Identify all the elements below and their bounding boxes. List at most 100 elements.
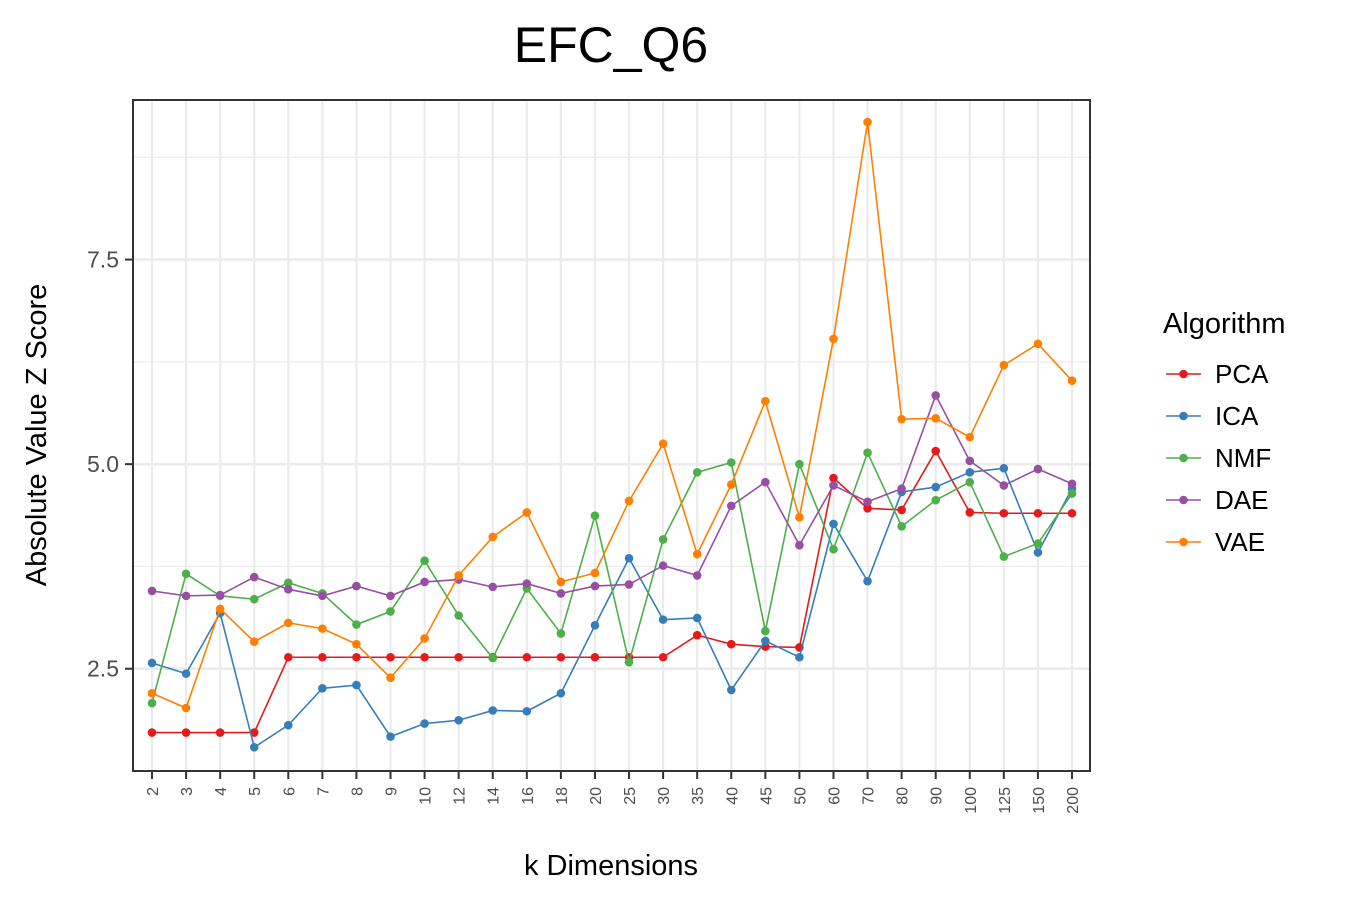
legend-label: DAE xyxy=(1215,485,1268,515)
data-point-dae xyxy=(1033,464,1043,474)
legend-marker xyxy=(1179,537,1188,547)
data-point-ica xyxy=(147,658,157,668)
data-point-nmf xyxy=(692,468,702,477)
data-point-vae xyxy=(318,624,327,633)
data-point-vae xyxy=(965,432,975,442)
x-axis-title: k Dimensions xyxy=(524,850,698,882)
data-point-dae xyxy=(147,586,157,596)
x-tick-label: 90 xyxy=(929,787,946,805)
data-point-ica xyxy=(590,621,600,630)
data-point-vae xyxy=(1067,376,1077,385)
data-point-dae xyxy=(965,456,975,466)
data-point-pca xyxy=(726,639,736,649)
x-tick-label: 35 xyxy=(690,787,707,805)
x-tick-label: 45 xyxy=(758,787,775,805)
data-point-pca xyxy=(897,505,906,515)
series-line-nmf xyxy=(151,450,1073,704)
data-point-dae xyxy=(181,591,191,601)
data-point-dae xyxy=(624,580,634,589)
data-point-vae xyxy=(386,673,395,683)
data-point-vae xyxy=(795,513,804,522)
legend-item-vae: VAE xyxy=(1166,527,1265,557)
x-tick-label: 16 xyxy=(520,787,537,805)
data-point-vae xyxy=(352,639,361,649)
data-point-pca xyxy=(147,728,157,737)
data-point-vae xyxy=(488,532,498,542)
legend-marker xyxy=(1179,369,1188,379)
data-point-nmf xyxy=(386,607,395,616)
legend-label: NMF xyxy=(1215,443,1271,473)
data-point-ica xyxy=(863,576,872,586)
series-line-dae xyxy=(151,393,1073,597)
series-line-pca xyxy=(152,449,1072,734)
data-point-pca xyxy=(1033,508,1043,518)
data-point-nmf xyxy=(829,544,838,554)
data-point-vae xyxy=(829,334,838,344)
data-point-nmf xyxy=(181,569,191,579)
data-point-dae xyxy=(556,589,566,598)
data-point-dae xyxy=(488,582,498,592)
grid-lines xyxy=(133,100,1090,772)
data-point-vae xyxy=(181,703,191,713)
data-point-ica xyxy=(556,688,566,698)
data-point-nmf xyxy=(658,535,668,544)
legend-item-pca: PCA xyxy=(1166,359,1269,389)
x-tick-label: 3 xyxy=(179,787,196,796)
data-point-vae xyxy=(420,634,429,643)
data-point-nmf xyxy=(863,448,872,457)
data-point-vae xyxy=(624,496,634,506)
data-point-dae xyxy=(658,561,668,570)
data-point-ica xyxy=(658,615,668,624)
legend: Algorithm PCA ICA NMF DAE VAE xyxy=(1163,308,1286,557)
legend-label: VAE xyxy=(1215,527,1265,557)
data-point-nmf xyxy=(420,556,429,565)
data-point-pca xyxy=(1067,508,1077,518)
chart-title: EFC_Q6 xyxy=(514,17,709,73)
data-point-vae xyxy=(863,117,872,127)
data-point-pca xyxy=(999,508,1009,518)
legend-item-dae: DAE xyxy=(1166,485,1268,515)
y-tick-label: 2.5 xyxy=(87,656,119,682)
series-dae xyxy=(147,391,1077,601)
data-point-pca xyxy=(283,652,293,662)
legend-item-ica: ICA xyxy=(1166,401,1259,431)
data-point-pca xyxy=(386,652,395,662)
data-point-ica xyxy=(488,706,498,715)
data-point-ica xyxy=(761,636,770,646)
data-point-vae xyxy=(761,396,770,406)
data-point-ica xyxy=(795,652,804,662)
data-point-nmf xyxy=(761,626,770,636)
legend-marker xyxy=(1179,453,1188,463)
data-point-pca xyxy=(556,652,566,662)
data-point-ica xyxy=(1033,548,1043,557)
data-point-dae xyxy=(863,497,872,507)
legend-title: Algorithm xyxy=(1163,308,1286,340)
data-point-ica xyxy=(181,669,191,678)
legend-label: ICA xyxy=(1215,401,1259,431)
data-point-dae xyxy=(897,484,906,493)
data-point-nmf xyxy=(147,698,157,708)
x-tick-label: 7 xyxy=(315,787,332,796)
data-point-vae xyxy=(658,439,668,448)
x-tick-label: 30 xyxy=(656,787,673,805)
data-point-ica xyxy=(999,463,1009,473)
data-point-nmf xyxy=(283,578,293,588)
data-point-dae xyxy=(795,540,804,550)
data-point-dae xyxy=(590,581,600,591)
data-point-nmf xyxy=(897,522,906,531)
data-point-ica xyxy=(283,720,293,730)
series-line-vae xyxy=(151,121,1073,710)
data-point-vae xyxy=(556,577,566,587)
x-tick-label: 9 xyxy=(384,787,401,796)
x-tick-label: 200 xyxy=(1065,787,1082,814)
y-tick-label: 7.5 xyxy=(87,247,119,273)
data-point-pca xyxy=(215,728,225,737)
legend-marker xyxy=(1179,495,1188,505)
panel-border xyxy=(132,99,1091,772)
data-point-dae xyxy=(761,477,770,487)
x-tick-label: 70 xyxy=(861,787,878,805)
data-point-pca xyxy=(590,652,600,662)
data-point-nmf xyxy=(590,511,600,520)
